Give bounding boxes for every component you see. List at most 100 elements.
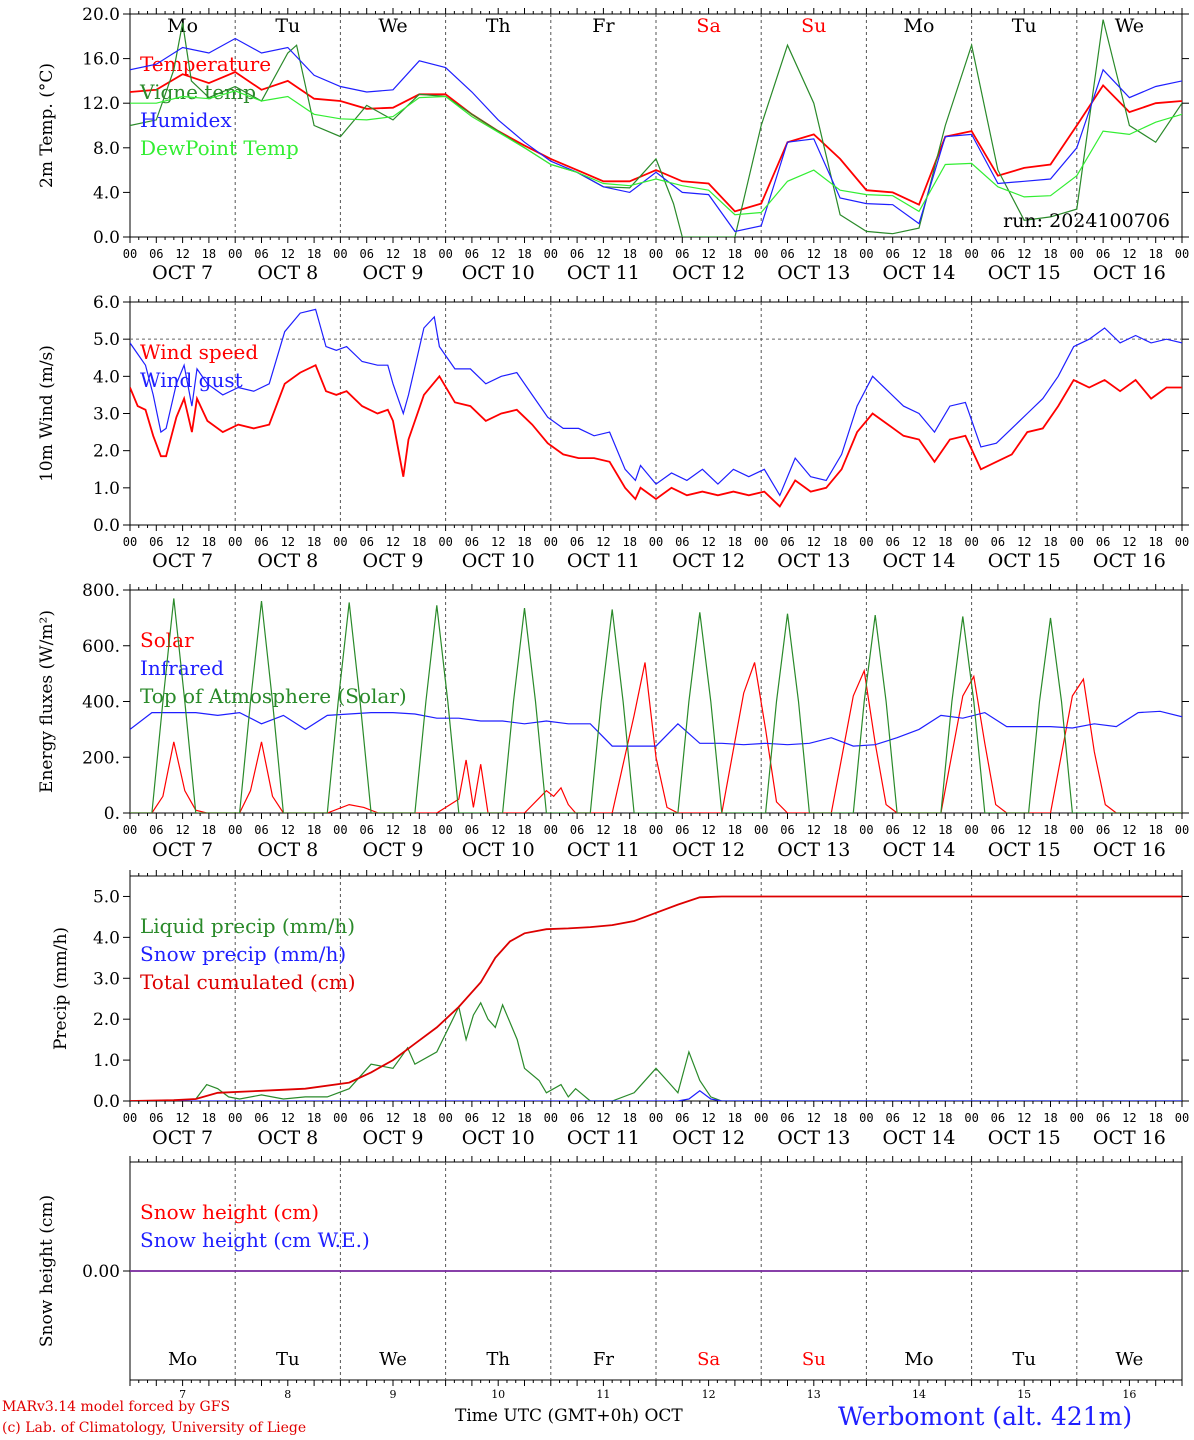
precip-hour-tick-label: 06: [465, 1111, 479, 1125]
temperature-y-axis-label: 2m Temp. (°C): [37, 63, 57, 188]
precip-hour-tick-label: 06: [1096, 1111, 1110, 1125]
precip-hour-tick-label: 18: [517, 1111, 531, 1125]
precip-y-axis-label: Precip (mm/h): [51, 927, 71, 1050]
temperature-day-name: Th: [486, 15, 511, 37]
wind-y-tick-label: 3.0: [93, 405, 120, 425]
precip-date-label: OCT 13: [777, 1127, 850, 1149]
wind-legend-entry: Wind gust: [140, 368, 243, 392]
snow-day-name: Th: [486, 1349, 510, 1370]
temperature-hour-tick-label: 12: [912, 247, 926, 261]
temperature-hour-tick-label: 06: [885, 247, 899, 261]
energy-hour-tick-label: 18: [833, 823, 847, 837]
precip-hour-tick-label: 00: [123, 1111, 137, 1125]
energy-hour-tick-label: 12: [596, 823, 610, 837]
energy-hour-tick-label: 12: [386, 823, 400, 837]
energy-y-axis-label: Energy fluxes (W/m²): [37, 610, 57, 793]
wind-date-label: OCT 8: [257, 550, 318, 572]
snow-date-label: 12: [702, 1388, 716, 1401]
precip-hour-tick-label: 06: [780, 1111, 794, 1125]
wind-hour-tick-label: 06: [359, 535, 373, 549]
copyright: (c) Lab. of Climatology, University of L…: [2, 1420, 307, 1436]
energy-date-label: OCT 11: [567, 839, 640, 861]
wind-date-label: OCT 12: [672, 550, 745, 572]
wind-hour-tick-label: 18: [412, 535, 426, 549]
temperature-day-name: Tu: [1012, 15, 1037, 37]
wind-y-tick-label: 0.0: [93, 516, 120, 536]
wind-y-tick-label: 5.0: [93, 330, 120, 350]
precip-hour-tick-label: 12: [701, 1111, 715, 1125]
temperature-day-name: Fr: [592, 15, 615, 37]
precip-hour-tick-label: 00: [438, 1111, 452, 1125]
energy-date-label: OCT 7: [152, 839, 213, 861]
temperature-day-name: Tu: [275, 15, 300, 37]
wind-hour-tick-label: 00: [964, 535, 978, 549]
precip-hour-tick-label: 00: [1175, 1111, 1189, 1125]
precip-hour-tick-label: 12: [807, 1111, 821, 1125]
precip-hour-tick-label: 00: [649, 1111, 663, 1125]
snow-date-label: 8: [284, 1388, 291, 1401]
temperature-series-line: [130, 19, 1182, 237]
precip-hour-tick-label: 00: [228, 1111, 242, 1125]
energy-hour-tick-label: 00: [964, 823, 978, 837]
wind-hour-tick-label: 06: [780, 535, 794, 549]
precip-hour-tick-label: 00: [754, 1111, 768, 1125]
precip-hour-tick-label: 18: [412, 1111, 426, 1125]
precip-hour-tick-label: 06: [254, 1111, 268, 1125]
temperature-hour-tick-label: 18: [728, 247, 742, 261]
temperature-hour-tick-label: 12: [1122, 247, 1136, 261]
energy-hour-tick-label: 00: [438, 823, 452, 837]
wind-hour-tick-label: 18: [622, 535, 636, 549]
temperature-hour-tick-label: 12: [491, 247, 505, 261]
energy-y-tick-label: 400.: [82, 693, 120, 713]
wind-y-tick-label: 2.0: [93, 442, 120, 462]
energy-y-tick-label: 600.: [82, 637, 120, 657]
time-axis-label-text: Time UTC (GMT+0h): [455, 1406, 640, 1426]
precip-hour-tick-label: 12: [912, 1111, 926, 1125]
precip-hour-tick-label: 18: [1148, 1111, 1162, 1125]
precip-hour-tick-label: 18: [728, 1111, 742, 1125]
wind-hour-tick-label: 06: [465, 535, 479, 549]
temperature-hour-tick-label: 06: [149, 247, 163, 261]
wind-hour-tick-label: 00: [1070, 535, 1084, 549]
energy-date-label: OCT 9: [363, 839, 424, 861]
wind-hour-tick-label: 12: [175, 535, 189, 549]
wind-series-line: [130, 363, 1182, 508]
wind-hour-tick-label: 00: [333, 535, 347, 549]
temperature-y-tick-label: 0.0: [93, 228, 120, 248]
temperature-date-label: OCT 15: [988, 262, 1061, 284]
energy-hour-tick-label: 00: [859, 823, 873, 837]
wind-hour-tick-label: 00: [544, 535, 558, 549]
energy-date-label: OCT 10: [462, 839, 535, 861]
wind-date-label: OCT 16: [1093, 550, 1166, 572]
snow-date-label: 10: [491, 1388, 505, 1401]
temperature-hour-tick-label: 00: [859, 247, 873, 261]
temperature-hour-tick-label: 12: [596, 247, 610, 261]
energy-hour-tick-label: 12: [491, 823, 505, 837]
temperature-hour-tick-label: 06: [465, 247, 479, 261]
wind-hour-tick-label: 18: [1148, 535, 1162, 549]
wind-date-label: OCT 13: [777, 550, 850, 572]
snow-day-name: Tu: [276, 1349, 300, 1370]
precip-series-line: [130, 1090, 1182, 1101]
temperature-hour-tick-label: 06: [991, 247, 1005, 261]
wind-date-label: OCT 14: [882, 550, 955, 572]
energy-hour-tick-label: 18: [938, 823, 952, 837]
snow-y-axis-label: Snow height (cm): [37, 1195, 57, 1347]
temperature-legend-entry: Temperature: [140, 52, 271, 76]
precip-hour-tick-label: 18: [307, 1111, 321, 1125]
wind-hour-tick-label: 00: [1175, 535, 1189, 549]
temperature-hour-tick-label: 18: [938, 247, 952, 261]
precip-date-label: OCT 9: [363, 1127, 424, 1149]
precip-hour-tick-label: 06: [359, 1111, 373, 1125]
precip-hour-tick-label: 00: [333, 1111, 347, 1125]
precip-hour-tick-label: 06: [885, 1111, 899, 1125]
temperature-date-label: OCT 9: [363, 262, 424, 284]
wind-date-label: OCT 11: [567, 550, 640, 572]
energy-series-line: [130, 710, 1182, 747]
energy-y-tick-label: 800.: [82, 581, 120, 601]
precip-y-tick-label: 3.0: [93, 969, 120, 989]
temperature-hour-tick-label: 18: [517, 247, 531, 261]
temperature-y-tick-label: 8.0: [93, 139, 120, 159]
precip-hour-tick-label: 18: [833, 1111, 847, 1125]
wind-hour-tick-label: 18: [307, 535, 321, 549]
